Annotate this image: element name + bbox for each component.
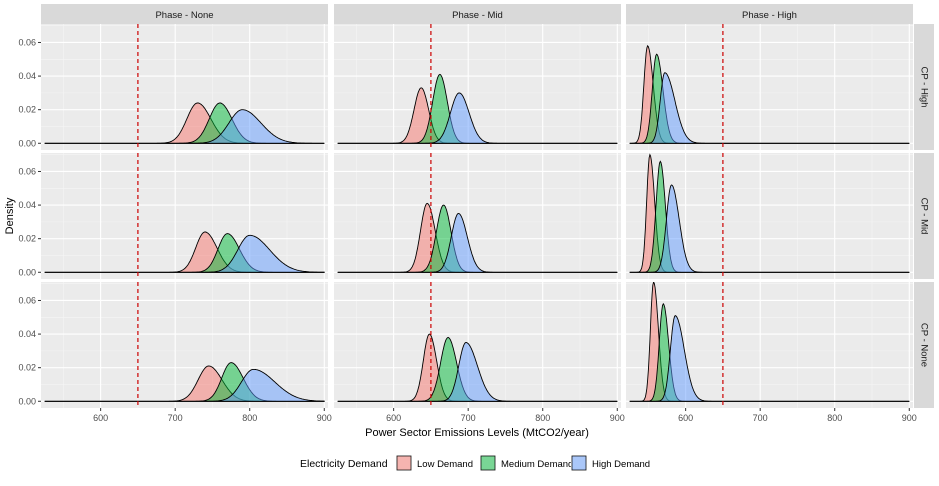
panel-cp-none-phase-none: [41, 282, 328, 408]
x-tick-label: 600: [678, 413, 693, 423]
axes-layer: 0.00 0.02 0.04 0.06 0.00 0.02 0.04 0.06 0.00 0.02…: [4, 37, 917, 439]
x-tick-label: 900: [902, 413, 917, 423]
y-tick-label: 0.00: [18, 267, 36, 277]
y-axis-title: Density: [4, 197, 16, 234]
legend-label-high-demand: High Demand: [592, 459, 650, 470]
column-strip: [334, 4, 621, 24]
y-tick-label: 0.00: [18, 396, 36, 406]
density-high-demand: [44, 109, 325, 144]
legend-swatch-high-demand: [571, 455, 587, 471]
panel-cp-mid-phase-mid: [334, 153, 621, 279]
density-high-demand: [337, 342, 618, 402]
row-strip: [914, 153, 934, 279]
x-tick-label: 900: [610, 413, 625, 423]
x-tick-label: 800: [242, 413, 257, 423]
y-tick-label: 0.04: [18, 71, 36, 81]
density-high-demand: [629, 72, 910, 144]
x-tick-label: 700: [168, 413, 183, 423]
panel-cp-high-phase-none: [41, 24, 328, 150]
legend-title: Electricity Demand: [300, 458, 388, 470]
column-strip-label: Phase - Mid: [452, 10, 503, 21]
legend: Electricity Demand Low Demand Medium Deman…: [300, 455, 650, 471]
density-group: [337, 202, 618, 273]
density-group: [44, 102, 325, 144]
density-high-demand: [629, 184, 910, 273]
x-tick-label: 700: [461, 413, 476, 423]
density-high-demand: [44, 368, 325, 402]
x-tick-label: 600: [386, 413, 401, 423]
column-strip: [626, 4, 913, 24]
panel-cp-none-phase-high: [626, 282, 913, 408]
y-tick-label: 0.04: [18, 200, 36, 210]
density-group: [44, 231, 325, 273]
density-group: [44, 362, 325, 402]
x-axis-title: Power Sector Emissions Levels (MtCO2/yea…: [365, 427, 589, 439]
column-strip-label: Phase - High: [742, 10, 797, 21]
panel-cp-none-phase-mid: [334, 282, 621, 408]
row-strip-label: CP - None: [918, 323, 929, 367]
y-tick-label: 0.02: [18, 234, 36, 244]
strips-layer: Phase - None Phase - Mid Phase - High CP - …: [41, 4, 934, 408]
density-group: [337, 333, 618, 402]
x-tick-label: 700: [753, 413, 768, 423]
legend-label-medium-demand: Medium Demand: [501, 459, 573, 470]
y-tick-label: 0.00: [18, 138, 36, 148]
density-high-demand: [337, 92, 618, 144]
row-strip-label: CP - Mid: [918, 198, 929, 235]
panel-background: [334, 24, 621, 150]
x-tick-label: 800: [827, 413, 842, 423]
legend-swatch-low-demand: [396, 455, 412, 471]
row-strip: [914, 24, 934, 150]
panel-background: [41, 153, 328, 279]
legend-label-low-demand: Low Demand: [417, 459, 473, 470]
density-high-demand: [629, 315, 910, 402]
y-tick-label: 0.04: [18, 329, 36, 339]
density-group: [337, 73, 618, 144]
legend-swatch-medium-demand: [480, 455, 496, 471]
density-group: [629, 153, 910, 273]
panel-background: [334, 153, 621, 279]
density-high-demand: [337, 213, 618, 273]
column-strip: [41, 4, 328, 24]
panels-layer: [41, 24, 913, 408]
y-tick-label: 0.06: [18, 37, 36, 47]
y-tick-label: 0.06: [18, 166, 36, 176]
column-strip-label: Phase - None: [155, 10, 213, 21]
panel-cp-mid-phase-none: [41, 153, 328, 279]
x-tick-label: 900: [317, 413, 332, 423]
x-tick-label: 600: [93, 413, 108, 423]
panel-cp-high-phase-mid: [334, 24, 621, 150]
density-group: [629, 282, 910, 402]
y-tick-label: 0.06: [18, 295, 36, 305]
row-strip: [914, 282, 934, 408]
x-tick-label: 800: [535, 413, 550, 423]
panel-cp-mid-phase-high: [626, 153, 913, 279]
density-high-demand: [44, 234, 325, 273]
y-tick-label: 0.02: [18, 363, 36, 373]
row-strip-label: CP - High: [918, 66, 929, 107]
panel-cp-high-phase-high: [626, 24, 913, 150]
y-tick-label: 0.02: [18, 105, 36, 115]
density-group: [629, 44, 910, 144]
